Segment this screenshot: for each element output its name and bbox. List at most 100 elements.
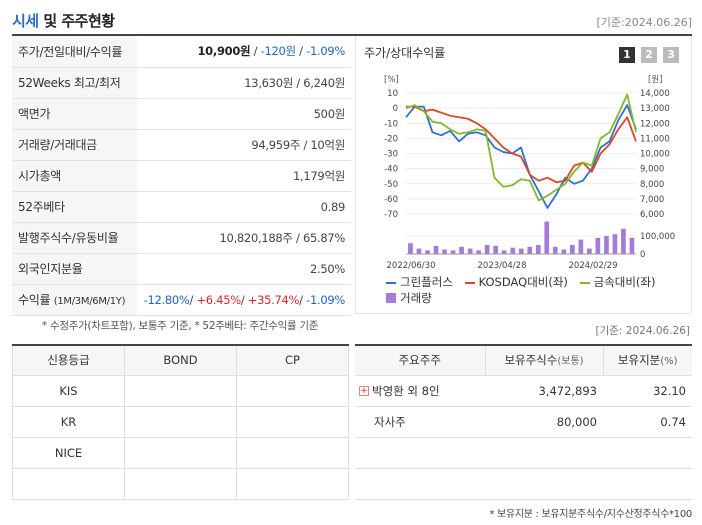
holders-col-shares: 보유주식수 (504, 353, 558, 368)
left-tick-label: 10 (387, 89, 398, 99)
expand-icon[interactable]: + (359, 386, 369, 396)
volume-bar (416, 248, 422, 254)
left-tick-label: -10 (384, 119, 398, 129)
right-tick-label: 9,000 (640, 165, 664, 175)
holder-shares: 80,000 (485, 406, 603, 438)
cp-cell (236, 467, 349, 500)
holder-row: 자사주 80,000 0.74 (355, 406, 692, 438)
volume-bar (476, 250, 481, 254)
current-price: 10,900원 (197, 44, 251, 59)
legend-item-s4: 거래량 (386, 290, 432, 306)
volume-bar (595, 237, 601, 254)
return-3m: +6.45% (196, 292, 241, 307)
bond-cell (124, 405, 237, 438)
volume-bar (570, 245, 575, 254)
right-tick-label: 13,000 (640, 104, 670, 114)
left-tick-label: -70 (384, 210, 398, 220)
info-row-mcap: 시가총액 1,179억원 (12, 160, 351, 192)
chart-panel: [%] [원] 10 14,000 0 13,000 -10 12,000 -20 11,000-… (355, 36, 692, 314)
cp-cell (236, 436, 349, 469)
holder-pct: 32.10 (603, 375, 692, 407)
volume-bar (510, 247, 516, 254)
volume-bar (629, 237, 635, 254)
info-row-52w: 52Weeks 최고/최저 13,630원 / 6,240원 (12, 67, 351, 99)
volume-bar (612, 234, 618, 254)
price-change: -120원 (260, 44, 296, 59)
relative-return-chart: [%] [원] 10 14,000 0 13,000 -10 12,000 -20 11,000 -… (384, 75, 675, 271)
left-tick-label: -20 (384, 134, 398, 144)
par-label: 액면가 (12, 98, 137, 130)
bond-cell (124, 467, 237, 500)
volume-bar (467, 248, 473, 254)
beta-value: 0.89 (137, 191, 351, 223)
section-header: 시세 및 주주현황 [기준:2024.06.26] (12, 8, 692, 32)
legend-label-s1: 그린플러스 (400, 275, 453, 289)
volume-bar (621, 228, 626, 254)
left-axis-unit: [%] (384, 75, 399, 85)
holders-col-shares-unit: (보통) (557, 356, 584, 368)
return-label: 수익률 (18, 293, 51, 307)
credit-header-row: 신용등급 BOND CP (12, 344, 349, 376)
foreign-value: 2.50% (137, 253, 351, 285)
cp-cell (236, 374, 349, 407)
volume-bar (425, 250, 430, 254)
legend-item-s3: 금속대비(좌) (579, 274, 655, 290)
info-row-beta: 52주베타 0.89 (12, 191, 351, 223)
right-axis-unit: [원] (648, 75, 662, 85)
chart-page-2-button[interactable]: 2 (641, 47, 657, 63)
foreign-label: 외국인지분율 (12, 253, 137, 285)
quote-info-table: 주가/전일대비/수익률 10,900원 / -120원 / -1.09% 52W… (12, 36, 351, 316)
right-tick-label: 7,000 (640, 195, 664, 205)
volume-bar (587, 248, 592, 254)
series-line-3 (405, 93, 637, 202)
volume-bar (493, 245, 498, 254)
info-row-par: 액면가 500원 (12, 98, 351, 130)
volume-bar (433, 245, 439, 254)
mcap-label: 시가총액 (12, 160, 137, 192)
agency-name: KIS (12, 374, 125, 407)
volume-bar (552, 246, 558, 254)
price-change-pct: -1.09% (306, 44, 345, 59)
legend-item-s1: 그린플러스 (386, 274, 453, 290)
chart-legend: 그린플러스 KOSDAQ대비(좌) 금속대비(좌) 거래량 (386, 274, 686, 306)
right-tick-label: 11,000 (640, 134, 670, 144)
volume-tick-label: 0 (640, 250, 645, 260)
legend-swatch-s2 (464, 281, 475, 284)
left-tick-label: -60 (384, 195, 398, 205)
left-tick-label: 0 (393, 104, 398, 114)
holders-col-name: 주요주주 (355, 344, 485, 376)
left-tick-label: -40 (384, 165, 398, 175)
holders-col-pct: 보유지분 (617, 353, 661, 368)
legend-swatch-s3 (579, 281, 590, 284)
info-row-price: 주가/전일대비/수익률 10,900원 / -120원 / -1.09% (12, 36, 351, 68)
return-1y: -1.09% (306, 292, 345, 307)
volume-label: 거래량/거래대금 (12, 129, 137, 161)
info-footnote: * 수정주가(차트포함), 보통주 기준, * 52주베타: 주간수익률 기준 (42, 320, 319, 332)
title-rest: 및 주주현황 (38, 12, 115, 30)
section-title: 시세 및 주주현황 (12, 10, 115, 31)
shares-label: 발행주식수/유동비율 (12, 222, 137, 254)
series-line-1 (405, 104, 637, 209)
credit-row: KIS (12, 374, 349, 407)
credit-col-cp: CP (236, 344, 349, 376)
right-tick-label: 10,000 (640, 150, 670, 160)
series-line-2 (406, 105, 637, 184)
info-row-volume: 거래량/거래대금 94,959주 / 10억원 (12, 129, 351, 161)
holders-col-pct-unit: (%) (660, 356, 678, 368)
right-tick-label: 6,000 (640, 210, 664, 220)
legend-label-s2: KOSDAQ대비(좌) (478, 275, 568, 289)
left-tick-label: -50 (384, 180, 398, 190)
beta-label: 52주베타 (12, 191, 137, 223)
holder-name: 박영환 외 8인 (372, 383, 440, 398)
holder-row-empty (355, 437, 692, 469)
x-tick-label: 2024/02/29 (569, 261, 618, 271)
chart-page-1-button[interactable]: 1 (619, 47, 635, 63)
volume-bar (544, 221, 550, 254)
legend-swatch-s4 (386, 293, 396, 303)
credit-rating-table: 신용등급 BOND CP KIS KR NICE (12, 344, 349, 500)
right-tick-label: 8,000 (640, 180, 664, 190)
cp-cell (236, 405, 349, 438)
left-tick-label: -30 (384, 150, 398, 160)
chart-page-3-button[interactable]: 3 (663, 47, 679, 63)
